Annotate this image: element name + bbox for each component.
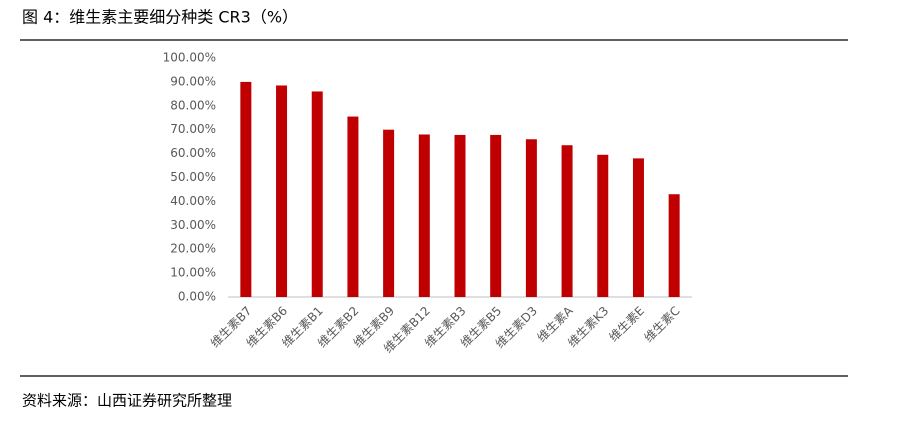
bar xyxy=(240,81,252,298)
bar xyxy=(525,139,537,297)
y-tick-label: 0.00% xyxy=(178,290,216,304)
bar xyxy=(454,134,466,297)
bar xyxy=(418,134,430,297)
y-tick-label: 60.00% xyxy=(170,146,216,160)
y-tick-label: 100.00% xyxy=(163,51,216,65)
y-tick-label: 20.00% xyxy=(170,242,216,256)
y-tick-label: 90.00% xyxy=(170,74,216,88)
bar xyxy=(632,158,644,297)
bar xyxy=(276,85,288,297)
y-tick-label: 10.00% xyxy=(170,266,216,280)
bar xyxy=(311,91,323,298)
x-tick-label: 维生素E xyxy=(606,304,647,345)
y-tick-label: 70.00% xyxy=(170,122,216,136)
chart-title: 图 4：维生素主要细分种类 CR3（%） xyxy=(22,8,298,27)
x-tick-label: 维生素C xyxy=(641,304,682,345)
source-note: 资料来源：山西证券研究所整理 xyxy=(22,392,232,410)
y-tick-label: 80.00% xyxy=(170,98,216,112)
bar xyxy=(561,145,573,297)
bar xyxy=(597,154,609,297)
y-tick-label: 30.00% xyxy=(170,218,216,232)
bar xyxy=(668,194,680,297)
bar xyxy=(347,116,359,298)
y-tick-label: 40.00% xyxy=(170,194,216,208)
bar xyxy=(383,129,395,297)
y-tick-label: 50.00% xyxy=(170,170,216,184)
bar xyxy=(490,134,502,297)
